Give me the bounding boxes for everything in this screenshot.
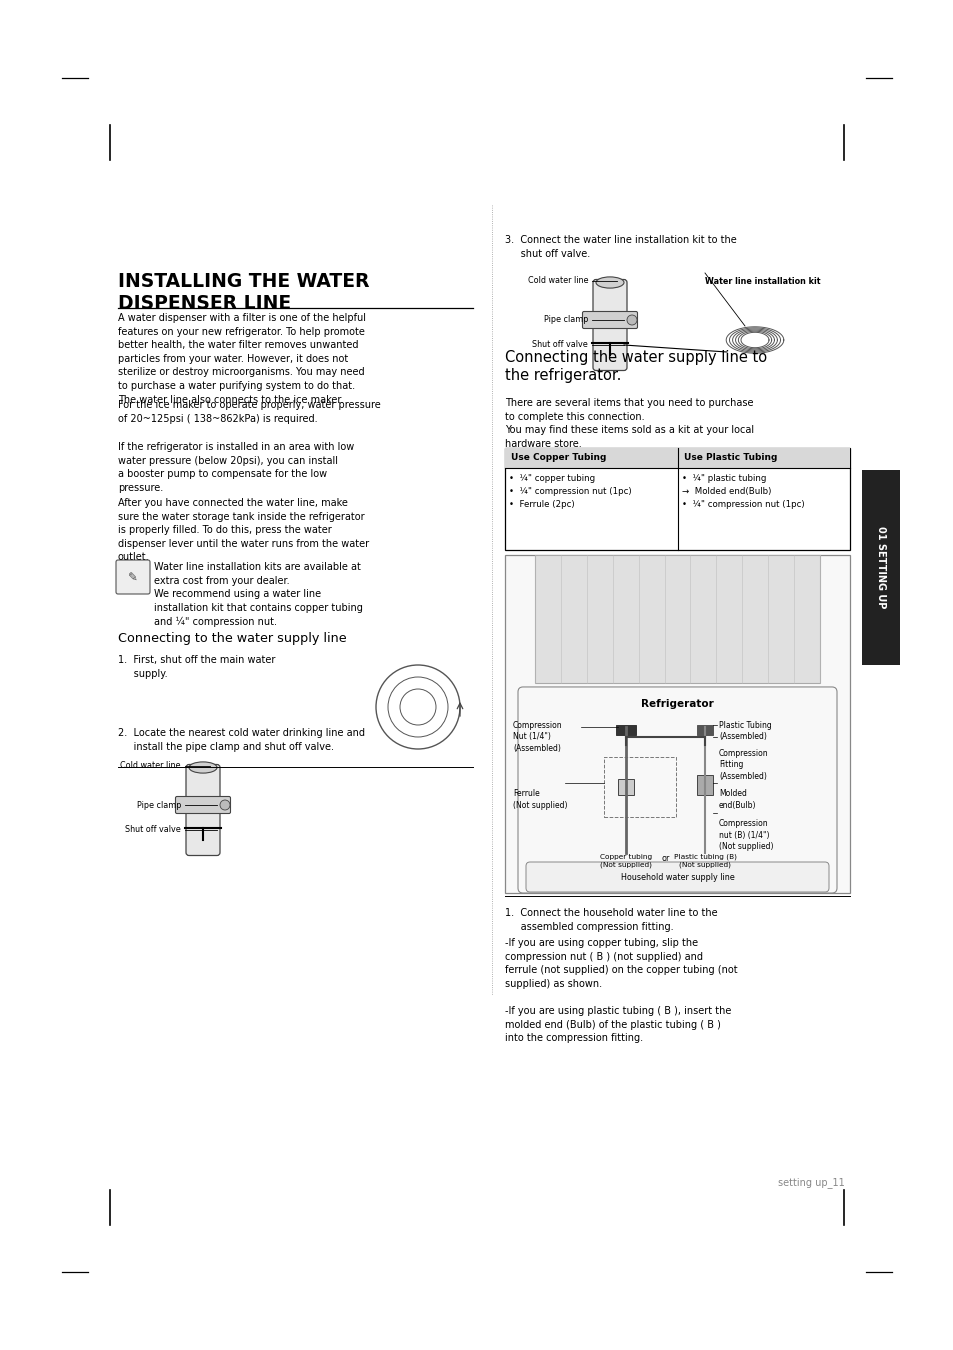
FancyBboxPatch shape [517, 687, 836, 892]
Bar [697, 725, 712, 734]
Text: Household water supply line: Household water supply line [620, 872, 734, 882]
Text: Use Copper Tubing: Use Copper Tubing [511, 454, 606, 463]
Bar [862, 470, 899, 666]
Bar [615, 725, 635, 734]
Text: Compression
Nut (1/4")
(Assembled): Compression Nut (1/4") (Assembled) [513, 721, 562, 753]
Bar [603, 757, 675, 818]
FancyBboxPatch shape [175, 796, 231, 814]
Text: A water dispenser with a filter is one of the helpful
features on your new refri: A water dispenser with a filter is one o… [118, 313, 366, 405]
FancyBboxPatch shape [525, 863, 828, 892]
Text: Plastic Tubing
(Assembled): Plastic Tubing (Assembled) [719, 721, 771, 741]
Bar [677, 448, 849, 468]
Bar [504, 555, 849, 892]
Bar [504, 448, 849, 549]
Text: Cold water line: Cold water line [120, 761, 181, 770]
FancyBboxPatch shape [582, 312, 637, 328]
Ellipse shape [596, 277, 623, 288]
Ellipse shape [189, 761, 216, 774]
Bar [697, 775, 712, 795]
Text: Use Plastic Tubing: Use Plastic Tubing [682, 454, 776, 463]
Text: 2.  Locate the nearest cold water drinking line and
     install the pipe clamp : 2. Locate the nearest cold water drinkin… [118, 728, 365, 752]
Text: or: or [660, 855, 669, 863]
Text: Ferrule
(Not supplied): Ferrule (Not supplied) [513, 790, 567, 810]
Text: 1.  First, shut off the main water
     supply.: 1. First, shut off the main water supply… [118, 655, 275, 679]
Text: 1.  Connect the household water line to the
     assembled compression fitting.: 1. Connect the household water line to t… [504, 909, 717, 931]
Text: Water line installation kits are available at
extra cost from your dealer.
We re: Water line installation kits are availab… [153, 562, 362, 626]
Text: Molded
end(Bulb): Molded end(Bulb) [719, 790, 756, 810]
Text: Pipe clamp: Pipe clamp [136, 801, 181, 810]
Text: For the ice maker to operate properly, water pressure
of 20~125psi ( 138~862kPa): For the ice maker to operate properly, w… [118, 400, 380, 424]
Bar [504, 448, 677, 468]
FancyBboxPatch shape [116, 560, 150, 594]
FancyBboxPatch shape [593, 279, 626, 370]
Text: Cold water line: Cold water line [527, 275, 587, 285]
Circle shape [220, 801, 230, 810]
Bar [618, 779, 633, 795]
Text: setting up_11: setting up_11 [778, 1177, 844, 1188]
Text: Plastic tubing (B)
(Not supplied): Plastic tubing (B) (Not supplied) [673, 855, 736, 868]
Text: Refrigerator: Refrigerator [640, 699, 713, 709]
Circle shape [626, 315, 637, 325]
Text: After you have connected the water line, make
sure the water storage tank inside: After you have connected the water line,… [118, 498, 369, 563]
Text: •  ¼" plastic tubing
→  Molded end(Bulb)
•  ¼" compression nut (1pc): • ¼" plastic tubing → Molded end(Bulb) •… [680, 474, 803, 509]
Text: •  ¼" copper tubing
•  ¼" compression nut (1pc)
•  Ferrule (2pc): • ¼" copper tubing • ¼" compression nut … [509, 474, 631, 509]
Text: INSTALLING THE WATER
DISPENSER LINE: INSTALLING THE WATER DISPENSER LINE [118, 271, 369, 313]
Text: Connecting to the water supply line: Connecting to the water supply line [118, 632, 346, 645]
Bar [535, 555, 820, 683]
Text: Compression
Fitting
(Assembled): Compression Fitting (Assembled) [719, 749, 768, 780]
Text: Compression
nut (B) (1/4")
(Not supplied): Compression nut (B) (1/4") (Not supplied… [719, 819, 773, 852]
Text: Copper tubing
(Not supplied): Copper tubing (Not supplied) [599, 855, 651, 868]
Text: ✎: ✎ [128, 571, 138, 583]
Text: Shut off valve: Shut off valve [532, 340, 587, 350]
Text: Connecting the water supply line to
the refrigerator.: Connecting the water supply line to the … [504, 350, 766, 383]
Text: If the refrigerator is installed in an area with low
water pressure (below 20psi: If the refrigerator is installed in an a… [118, 441, 354, 493]
Text: 3.  Connect the water line installation kit to the
     shut off valve.: 3. Connect the water line installation k… [504, 235, 736, 259]
FancyBboxPatch shape [186, 764, 220, 856]
Text: Water line installation kit: Water line installation kit [704, 277, 820, 286]
Text: There are several items that you need to purchase
to complete this connection.
Y: There are several items that you need to… [504, 398, 753, 448]
Text: Shut off valve: Shut off valve [125, 825, 181, 834]
Text: -If you are using copper tubing, slip the
compression nut ( B ) (not supplied) a: -If you are using copper tubing, slip th… [504, 938, 737, 1044]
Text: Pipe clamp: Pipe clamp [543, 316, 587, 324]
Text: 01 SETTING UP: 01 SETTING UP [875, 526, 885, 609]
